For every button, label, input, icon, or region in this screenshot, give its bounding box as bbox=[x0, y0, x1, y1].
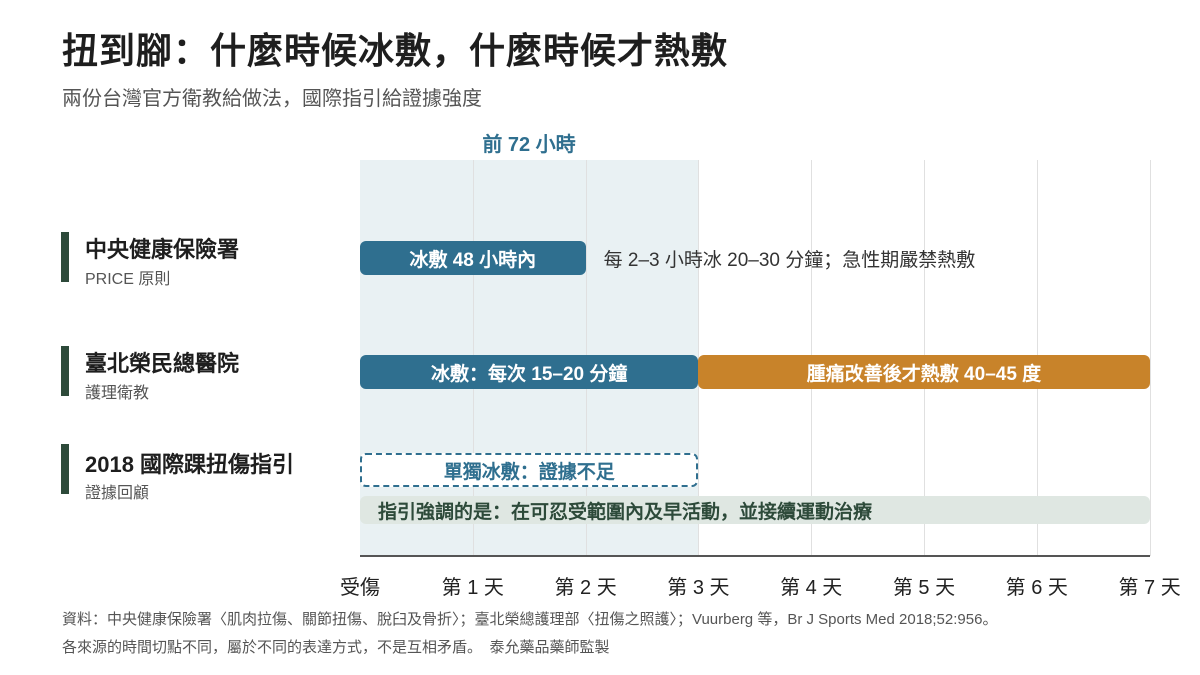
bar-guideline-ice-evidence: 單獨冰敷：證據不足 bbox=[360, 453, 699, 487]
tick-label-day-0: 受傷 bbox=[340, 577, 380, 599]
note-nhi: 每 2–3 小時冰 20–30 分鐘；急性期嚴禁熱敷 bbox=[603, 250, 976, 271]
row-sub-guideline: 證據回顧 bbox=[85, 485, 150, 502]
tick-label-day-6: 第 6 天 bbox=[1005, 577, 1068, 599]
page-subtitle: 兩份台灣官方衛教給做法，國際指引給證據強度 bbox=[62, 88, 482, 110]
tick-label-day-4: 第 4 天 bbox=[780, 577, 843, 599]
footnote-sources: 資料：中央健康保險署〈肌肉拉傷、關節扭傷、脫臼及骨折〉；臺北榮總護理部〈扭傷之照… bbox=[62, 611, 998, 628]
tick-label-day-1: 第 1 天 bbox=[441, 577, 504, 599]
bar-nhi-ice: 冰敷 48 小時內 bbox=[360, 241, 586, 275]
tick-label-day-2: 第 2 天 bbox=[554, 577, 617, 599]
row-name-nhi: 中央健康保險署 bbox=[85, 237, 240, 262]
tick-label-day-3: 第 3 天 bbox=[667, 577, 730, 599]
footnote-note: 各來源的時間切點不同，屬於不同的表達方式，不是互相矛盾。 泰允藥品藥師監製 bbox=[62, 639, 610, 656]
gridline-day-7 bbox=[1149, 160, 1151, 556]
row-sub-nhi: PRICE 原則 bbox=[85, 271, 171, 288]
bar-vghtpe-ice: 冰敷：每次 15–20 分鐘 bbox=[360, 355, 699, 389]
bar-guideline-activity: 指引強調的是：在可忍受範圍內及早活動，並接續運動治療 bbox=[360, 496, 1150, 524]
tick-label-day-5: 第 5 天 bbox=[892, 577, 956, 599]
bar-vghtpe-heat: 腫痛改善後才熱敷 40–45 度 bbox=[698, 355, 1150, 389]
row-marker-nhi bbox=[61, 232, 69, 282]
page-title: 扭到腳：什麼時候冰敷，什麼時候才熱敷 bbox=[62, 30, 729, 71]
time-axis-line bbox=[360, 555, 1150, 557]
row-sub-vghtpe: 護理衛教 bbox=[85, 385, 150, 402]
row-name-vghtpe: 臺北榮民總醫院 bbox=[85, 351, 240, 376]
row-marker-guideline bbox=[61, 444, 69, 494]
tick-label-day-7: 第 7 天 bbox=[1118, 577, 1181, 599]
window-label: 前 72 小時 bbox=[482, 134, 576, 156]
row-name-guideline: 2018 國際踝扭傷指引 bbox=[85, 452, 295, 477]
row-marker-vghtpe bbox=[61, 346, 69, 396]
